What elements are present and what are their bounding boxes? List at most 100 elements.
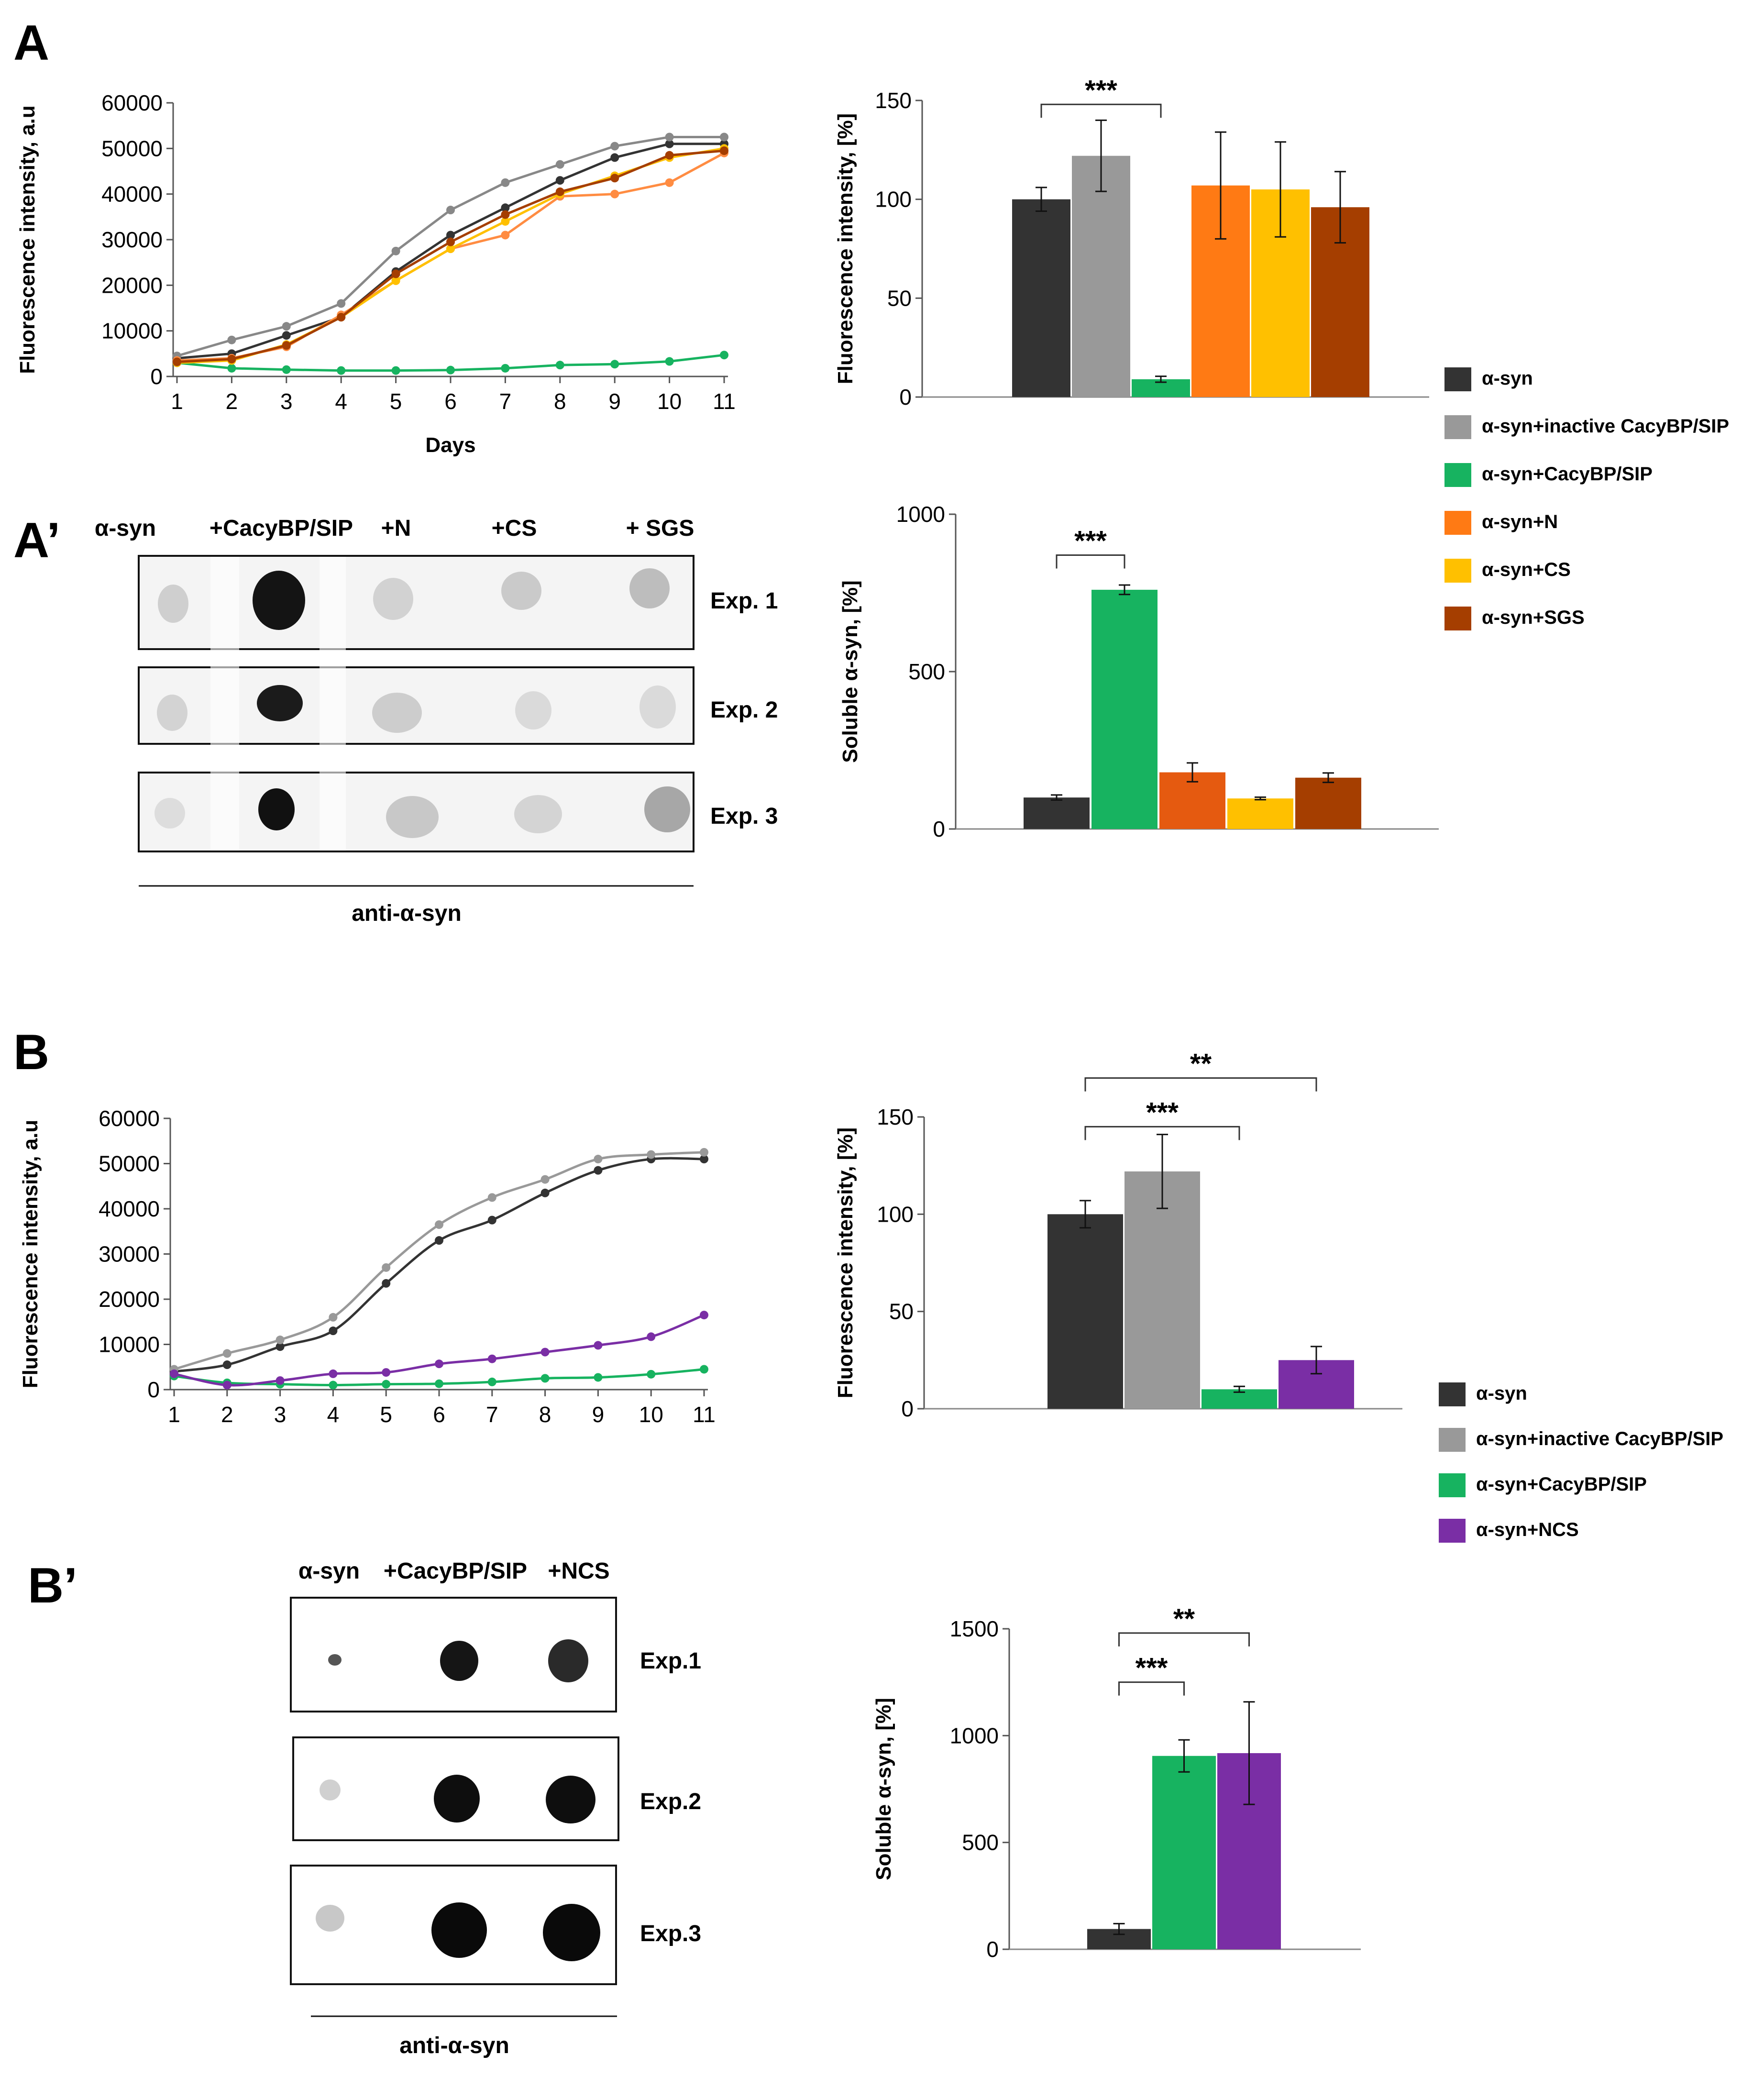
data-point <box>227 354 236 364</box>
data-point <box>665 133 674 142</box>
blot-a-dot <box>644 786 690 832</box>
y-tick-label: 500 <box>962 1830 999 1855</box>
data-point <box>501 203 510 212</box>
x-tick-label: 2 <box>226 389 238 414</box>
blot-b-dot <box>546 1776 595 1823</box>
blot-a-lane-gap-2 <box>320 557 346 851</box>
data-point <box>501 178 510 187</box>
blot-a-col-2: +CacyBP/SIP <box>209 516 353 541</box>
data-point <box>487 1193 496 1202</box>
data-point <box>170 1369 178 1378</box>
x-tick-label: 1 <box>168 1402 180 1427</box>
significance-bracket <box>1084 1077 1317 1092</box>
y-tick-label: 0 <box>899 385 912 409</box>
bar <box>1125 1171 1200 1409</box>
blot-a-col-4: +CS <box>492 516 537 541</box>
data-point <box>501 364 510 373</box>
y-tick-label: 500 <box>908 659 945 684</box>
blot-b-dot <box>316 1905 344 1932</box>
significance-label: *** <box>1146 1097 1179 1128</box>
y-tick-label: 50 <box>889 1299 914 1324</box>
data-point <box>446 365 455 375</box>
y-tick-label: 50 <box>887 286 912 310</box>
data-point <box>337 366 346 375</box>
y-axis-label: Fluorescence intensity, [%] <box>834 1127 857 1398</box>
y-tick-label: 0 <box>986 1937 999 1962</box>
data-point <box>276 1342 285 1351</box>
significance-bracket <box>1118 1681 1185 1696</box>
y-axis-label: Soluble α-syn, [%] <box>838 580 862 763</box>
y-tick-label: 50000 <box>101 136 163 161</box>
x-axis-label: Days <box>425 433 475 457</box>
data-point <box>610 142 619 151</box>
data-point <box>446 244 455 254</box>
blot-b-dot <box>320 1779 341 1801</box>
y-tick-label: 0 <box>901 1396 914 1421</box>
data-point <box>282 365 291 374</box>
data-point <box>720 146 728 155</box>
legend-a: α-syn α-syn+inactive CacyBP/SIP α-syn+Cacy… <box>1444 367 1729 630</box>
x-tick-label: 7 <box>486 1402 498 1427</box>
data-point <box>329 1381 338 1390</box>
significance-label: *** <box>1074 526 1107 557</box>
blot-a-dot <box>639 685 676 729</box>
data-point <box>329 1369 338 1378</box>
legend-label: α-syn+CacyBP/SIP <box>1482 464 1653 485</box>
significance-label: ** <box>1173 1603 1195 1635</box>
blot-a-col-5: + SGS <box>626 516 695 541</box>
blot-a-dot <box>157 695 187 731</box>
data-point <box>276 1336 285 1345</box>
legend-b: α-syn α-syn+inactive CacyBP/SIP α-syn+Cacy… <box>1439 1382 1723 1543</box>
data-point <box>647 1332 656 1341</box>
blot-b-dot <box>434 1775 480 1823</box>
blot-a-dot <box>514 795 562 833</box>
bar <box>1012 199 1070 397</box>
x-tick-label: 6 <box>444 389 457 414</box>
data-point <box>700 1311 708 1320</box>
blot-a-dot <box>373 578 413 620</box>
blot-a-dot <box>386 796 439 838</box>
y-tick-label: 0 <box>933 817 945 841</box>
significance-bracket <box>1056 554 1125 569</box>
chart-a-soluble-bars: 0 500 1000 Soluble α-syn, [%] *** <box>838 502 1439 841</box>
data-point <box>594 1373 603 1382</box>
y-tick-label: 20000 <box>101 273 163 298</box>
blot-a-dot <box>515 691 551 729</box>
blot-b-col-3: +NCS <box>548 1558 609 1584</box>
data-point <box>594 1166 603 1175</box>
data-point <box>282 331 291 340</box>
data-point <box>610 174 619 183</box>
data-point <box>700 1148 708 1157</box>
legend-label: α-syn+SGS <box>1482 607 1585 628</box>
x-tick-label: 6 <box>433 1402 445 1427</box>
x-tick-label: 8 <box>554 389 566 414</box>
y-axis-label: Fluorescence intensity, a.u <box>16 105 39 374</box>
data-point <box>665 151 674 160</box>
x-tick-label: 5 <box>380 1402 392 1427</box>
blot-b-dot <box>548 1639 588 1682</box>
data-point <box>540 1374 550 1383</box>
y-tick-label: 1000 <box>950 1723 999 1748</box>
panel-letter-b: B <box>13 1025 49 1080</box>
significance-bracket <box>1084 1126 1240 1140</box>
significance-bracket <box>1118 1632 1250 1646</box>
legend-label: α-syn+NCS <box>1476 1519 1579 1540</box>
y-axis-label: Soluble α-syn, [%] <box>872 1698 895 1880</box>
blot-a-row-2: Exp. 2 <box>710 697 778 723</box>
data-point <box>446 206 455 215</box>
y-tick-label: 1000 <box>896 502 945 527</box>
blot-b-col-1: α-syn <box>298 1558 360 1584</box>
legend-swatch <box>1439 1428 1466 1452</box>
data-point <box>610 360 619 369</box>
blot-a-col-3: +N <box>381 516 411 541</box>
significance-label: ** <box>1190 1049 1212 1080</box>
data-point <box>487 1377 496 1386</box>
data-point <box>435 1379 443 1388</box>
x-tick-label: 2 <box>221 1402 233 1427</box>
y-tick-label: 30000 <box>99 1242 160 1267</box>
y-axis-label: Fluorescence intensity, [%] <box>834 113 857 384</box>
y-tick-label: 1500 <box>950 1616 999 1641</box>
x-tick-label: 3 <box>280 389 293 414</box>
bar <box>1295 777 1361 829</box>
bar <box>1024 797 1090 829</box>
